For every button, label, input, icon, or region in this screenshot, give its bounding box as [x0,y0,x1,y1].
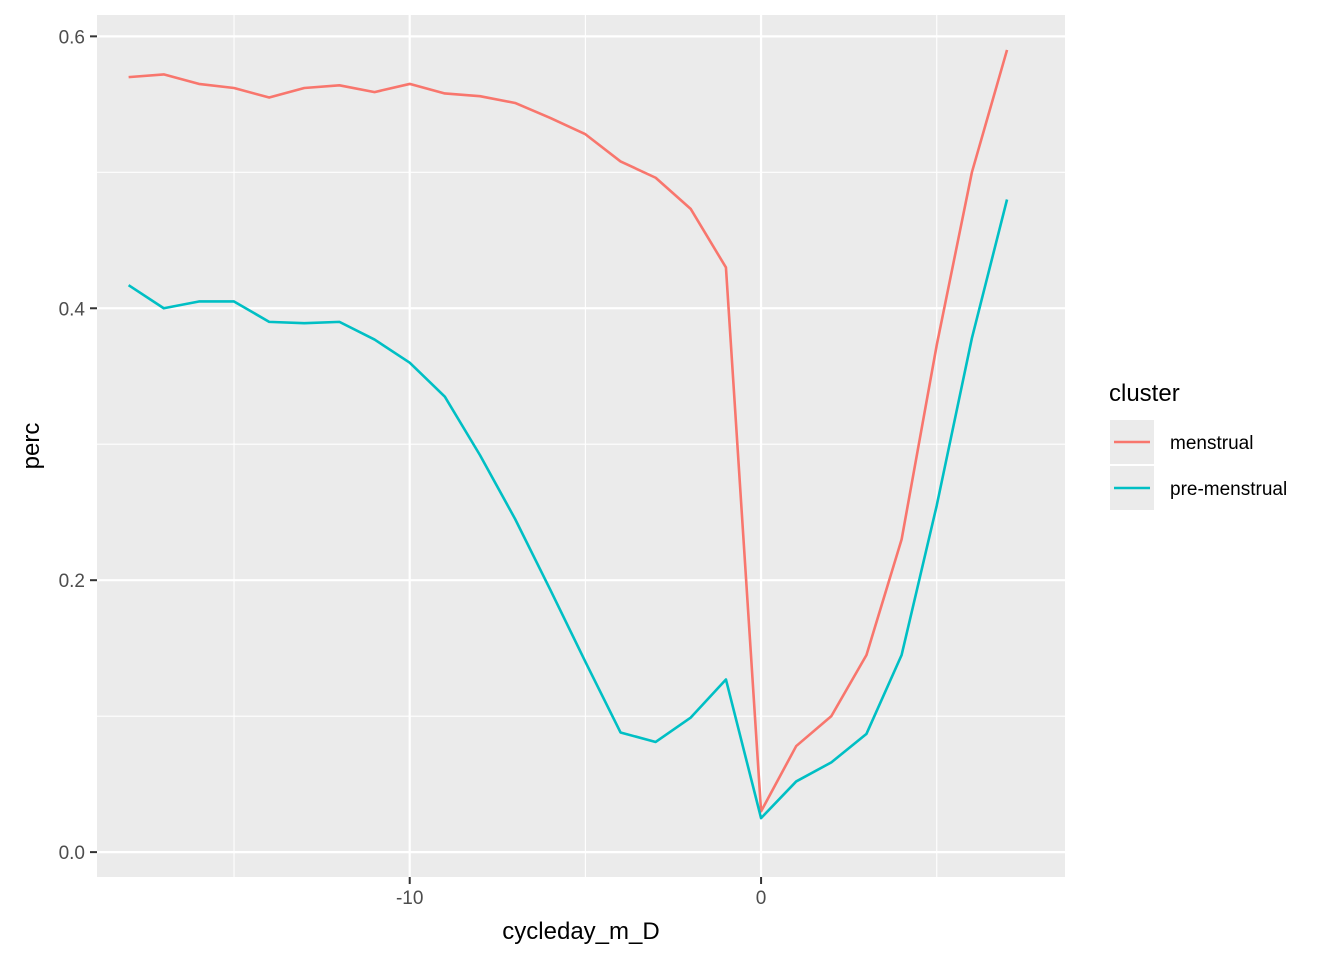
y-tick-label: 0.2 [59,571,85,592]
x-tick-label: -10 [396,888,423,909]
y-axis: 0.0 0.2 0.4 0.6 [59,27,97,864]
legend-title: cluster [1109,380,1180,407]
x-axis-title: cycleday_m_D [502,918,659,945]
y-tick-label: 0.4 [59,299,86,320]
y-tick-label: 0.0 [59,843,85,864]
y-tick-label: 0.6 [59,27,85,48]
x-tick-label: 0 [756,888,767,909]
legend-label: pre-menstrual [1170,479,1287,500]
legend-label: menstrual [1170,433,1253,454]
x-axis: -10 0 [396,877,766,909]
legend: cluster menstrual pre-menstrual [1109,380,1287,510]
minor-gridlines [97,15,1065,877]
panel-background [97,15,1065,877]
major-gridlines [97,15,1065,877]
series-line-pre-menstrual [127,199,1009,820]
y-axis-title: perc [18,423,45,470]
series-line-menstrual [128,49,1009,813]
series-lines [127,49,1009,820]
